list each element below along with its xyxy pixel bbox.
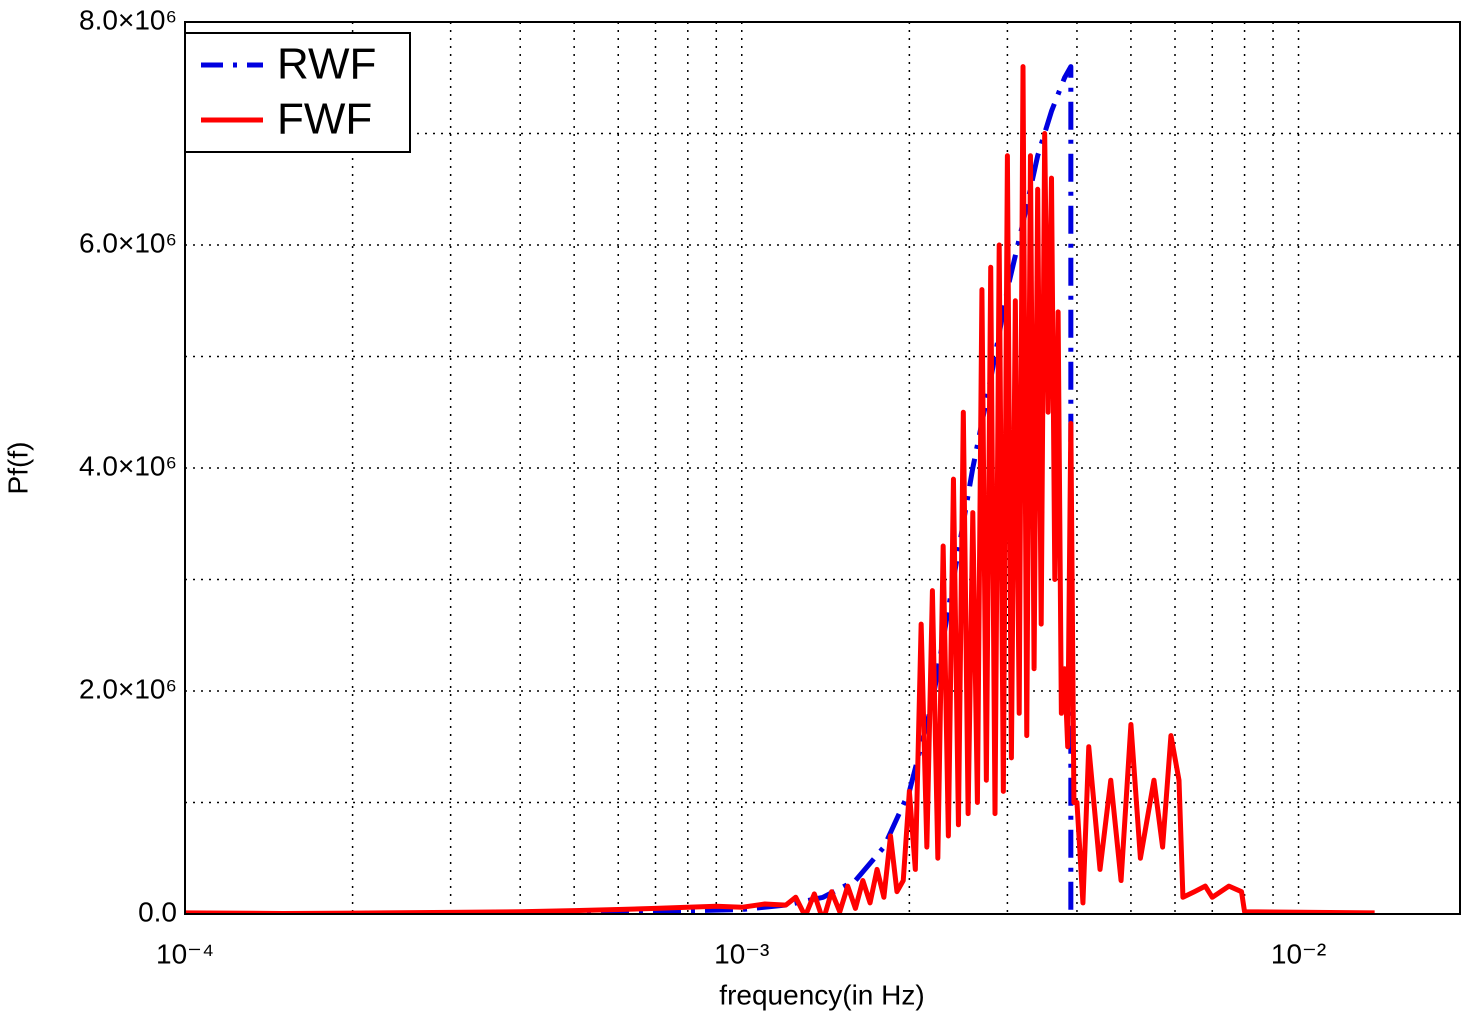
- y-tick-label: 4.0×10⁶: [79, 450, 177, 481]
- y-tick-label: 0.0: [138, 896, 177, 927]
- legend-label: FWF: [277, 95, 372, 144]
- y-tick-label: 6.0×10⁶: [79, 227, 177, 258]
- grid: [184, 21, 1460, 915]
- x-tick-label: 10⁻³: [714, 938, 769, 969]
- y-tick-label: 8.0×10⁶: [79, 4, 177, 35]
- legend: RWF FWF: [184, 32, 411, 153]
- plot-area: [185, 64, 1375, 914]
- y-tick-label: 2.0×10⁶: [79, 673, 177, 704]
- legend-box: [184, 32, 411, 153]
- x-axis-label: frequency(in Hz): [719, 979, 924, 1010]
- x-tick-label: 10⁻²: [1271, 938, 1326, 969]
- legend-label: RWF: [277, 40, 376, 89]
- y-axis-label: Pf(f): [2, 442, 33, 495]
- axes-frame: [184, 21, 1461, 915]
- series-line: [185, 64, 1375, 914]
- x-tick-label: 10⁻⁴: [156, 938, 214, 969]
- series-line: [185, 64, 1074, 914]
